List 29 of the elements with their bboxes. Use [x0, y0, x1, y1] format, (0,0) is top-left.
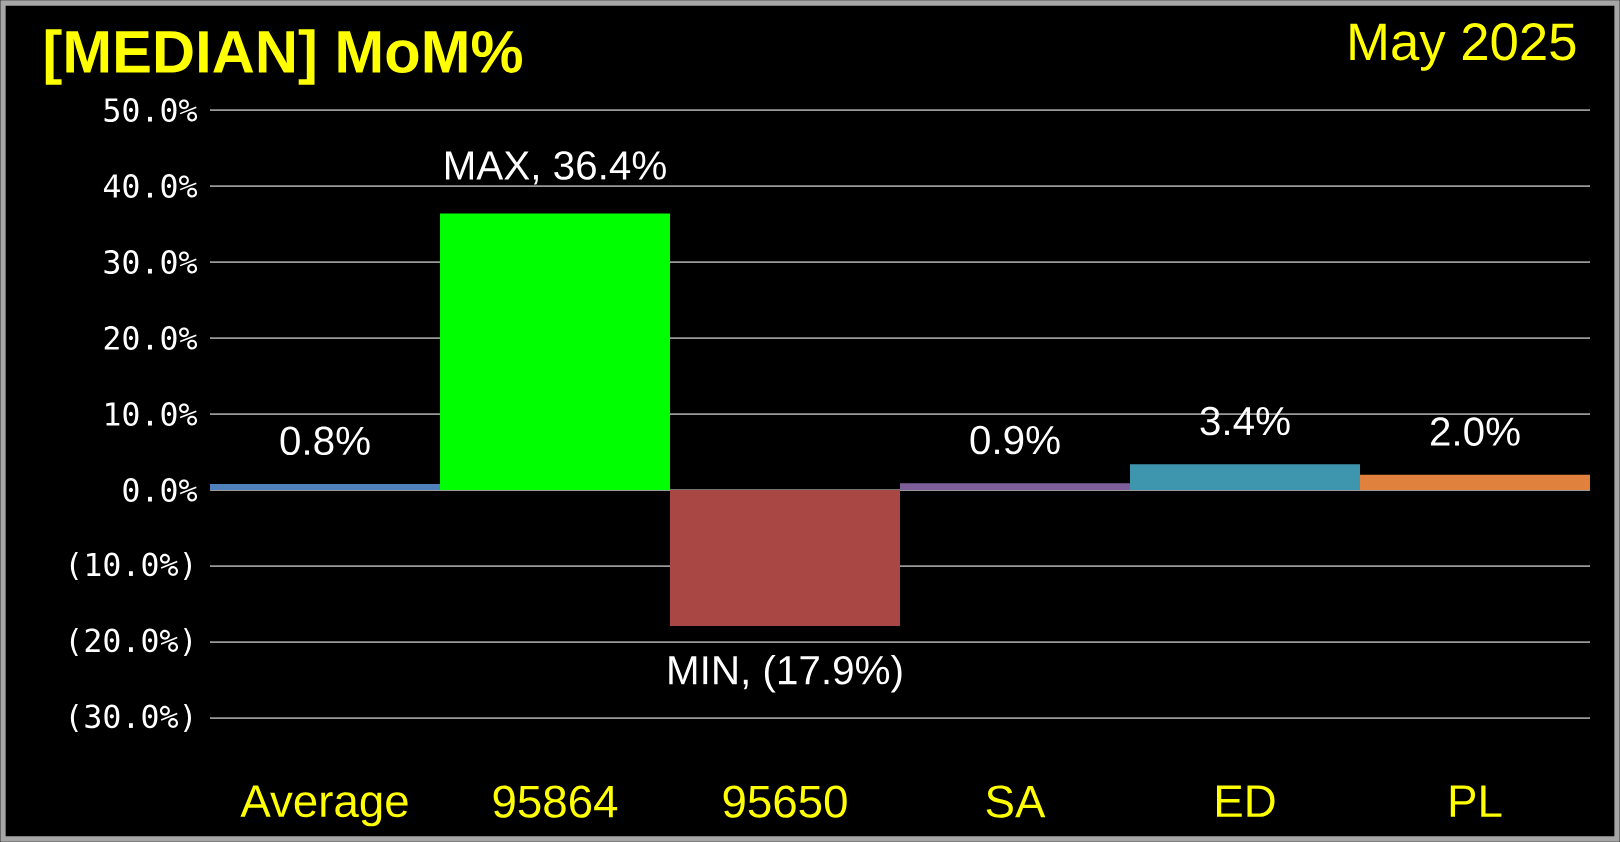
y-tick-label: 20.0%	[104, 326, 198, 350]
data-label: MAX, 36.4%	[445, 151, 666, 185]
chart-subtitle: May 2025	[1350, 23, 1576, 71]
y-tick-label: 0.0%	[123, 478, 198, 502]
data-label: MIN, (17.9%)	[669, 654, 902, 693]
bar	[210, 483, 441, 491]
y-tick-label: (10.0%)	[70, 551, 191, 581]
bar	[1360, 474, 1590, 491]
bar	[440, 213, 671, 491]
data-label: 0.8%	[280, 426, 370, 456]
data-label: 2.0%	[1430, 417, 1520, 446]
bar	[670, 490, 900, 627]
bar	[900, 483, 1131, 491]
data-label: 3.4%	[1200, 406, 1290, 436]
y-tick-label: (20.0%)	[70, 627, 191, 657]
x-tick-label: Average	[240, 785, 408, 827]
x-tick-label: 95864	[493, 785, 618, 818]
bar	[1130, 464, 1360, 491]
x-tick-label: PL	[1450, 785, 1502, 817]
y-tick-label: 50.0%	[104, 98, 198, 122]
data-label: 0.9%	[970, 425, 1060, 455]
chart-title: [MEDIAN] MoM%	[45, 29, 522, 85]
x-tick-label: ED	[1217, 785, 1275, 817]
y-tick-label: 30.0%	[104, 250, 198, 274]
y-tick-label: 40.0%	[103, 174, 198, 198]
x-tick-label: 95650	[723, 785, 847, 818]
x-tick-label: SA	[986, 785, 1046, 818]
y-tick-label: 10.0%	[106, 402, 198, 426]
y-tick-label: (30.0%)	[70, 703, 191, 733]
